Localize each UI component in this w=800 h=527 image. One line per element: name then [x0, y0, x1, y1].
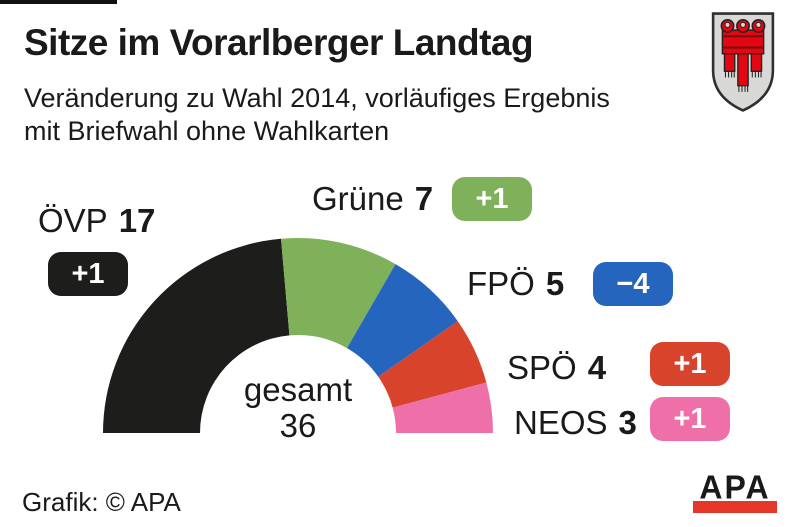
donut-segment-ÖVP — [103, 238, 290, 433]
center-label-value: 36 — [279, 407, 317, 444]
change-badge-fpo: −4 — [593, 262, 673, 306]
donut-segment-NEOS — [392, 382, 493, 433]
party-name: ÖVP — [38, 202, 108, 239]
donut-segment-FPÖ — [347, 264, 458, 377]
party-seats: 17 — [118, 202, 156, 239]
party-name: SPÖ — [507, 349, 577, 386]
party-label-spo: SPÖ 4 — [507, 349, 606, 387]
party-seats: 4 — [587, 349, 607, 386]
apa-logo-text: APA — [699, 468, 771, 506]
donut-segment-SPÖ — [378, 321, 487, 408]
party-seats: 7 — [414, 180, 434, 217]
page-title: Sitze im Vorarlberger Landtag — [24, 22, 534, 63]
graphic-credit: Grafik: © APA — [22, 487, 181, 517]
donut-segment-Grüne — [281, 238, 396, 349]
vorarlberg-coat-of-arms-icon — [711, 12, 775, 112]
change-badge-ovp: +1 — [48, 252, 128, 296]
party-name: NEOS — [514, 404, 608, 441]
change-badge-gruene: +1 — [452, 177, 532, 221]
party-seats: 5 — [545, 265, 565, 302]
party-label-neos: NEOS 3 — [514, 404, 637, 442]
subtitle-line-2: mit Briefwahl ohne Wahlkarten — [24, 116, 390, 146]
change-badge-spo: +1 — [650, 342, 730, 386]
apa-logo: APA — [693, 468, 777, 513]
change-badge-neos: +1 — [650, 397, 730, 441]
party-label-ovp: ÖVP 17 — [38, 202, 155, 240]
apa-logo-red-bar — [693, 501, 777, 513]
party-label-gruene: Grüne 7 — [312, 180, 433, 218]
party-name: FPÖ — [467, 265, 535, 302]
subtitle-line-1: Veränderung zu Wahl 2014, vorläufiges Er… — [24, 83, 610, 113]
subtitle: Veränderung zu Wahl 2014, vorläufiges Er… — [24, 82, 610, 148]
center-label-text: gesamt — [243, 371, 353, 408]
party-seats: 3 — [618, 404, 637, 441]
chart-center-label: gesamt 36 — [198, 372, 398, 444]
party-label-fpo: FPÖ 5 — [467, 265, 564, 303]
top-strip-decoration — [0, 0, 117, 4]
party-name: Grüne — [312, 180, 404, 217]
